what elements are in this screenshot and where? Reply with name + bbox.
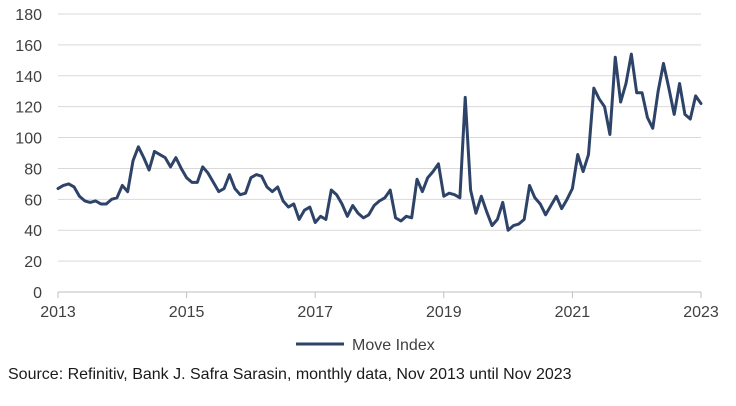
- y-axis-ticks: 0 20 40 60 80 100 120 140 160 180: [15, 7, 42, 302]
- y-tick-label-0: 0: [33, 285, 42, 302]
- y-tick-label-40: 40: [24, 223, 42, 240]
- series-line-0: [56, 52, 703, 232]
- y-tick-label-140: 140: [15, 69, 42, 86]
- y-tick-label-100: 100: [15, 131, 42, 148]
- legend: Move Index: [296, 337, 435, 354]
- y-tick-label-80: 80: [24, 161, 42, 178]
- x-tick-label-2017: 2017: [297, 304, 333, 321]
- legend-label: Move Index: [352, 337, 435, 354]
- y-tick-label-20: 20: [24, 254, 42, 271]
- x-axis: 2013 2015 2017 2019 2021 2023: [40, 291, 719, 321]
- x-tick-label-2015: 2015: [169, 304, 205, 321]
- x-tick-label-2021: 2021: [555, 304, 591, 321]
- y-tick-label-160: 160: [15, 38, 42, 55]
- y-tick-label-60: 60: [24, 192, 42, 209]
- x-tick-label-2019: 2019: [426, 304, 462, 321]
- x-tick-label-2023: 2023: [683, 304, 719, 321]
- y-tick-label-180: 180: [15, 7, 42, 24]
- series-layer: [56, 52, 703, 232]
- x-tick-label-2013: 2013: [40, 304, 76, 321]
- source-note: Source: Refinitiv, Bank J. Safra Sarasin…: [8, 366, 572, 383]
- gridlines: [58, 13, 701, 262]
- y-tick-label-120: 120: [15, 100, 42, 117]
